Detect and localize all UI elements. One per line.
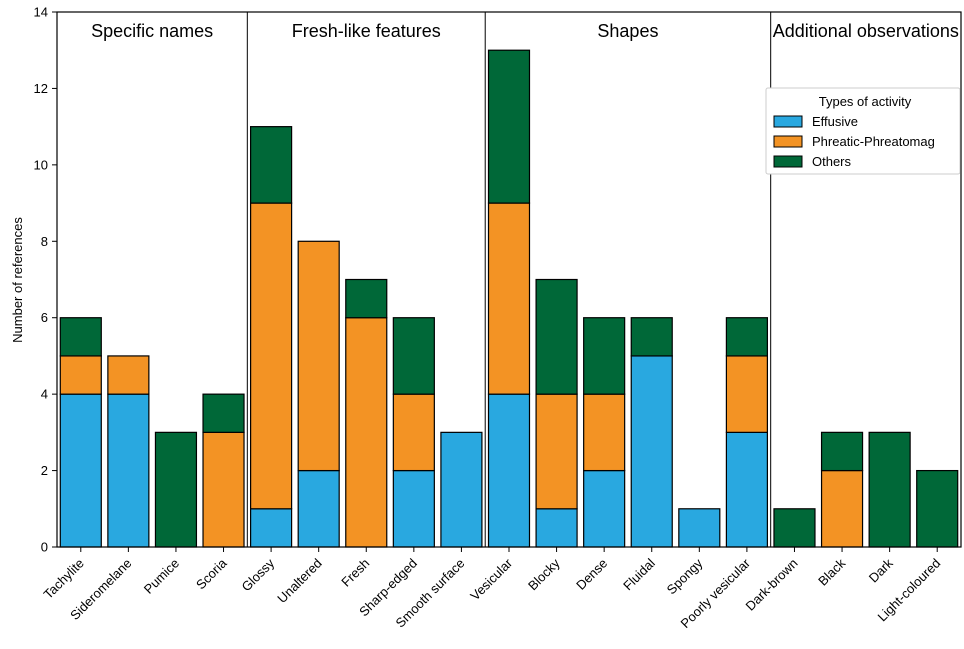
legend-box	[765, 87, 961, 175]
bar-segment	[725, 431, 768, 548]
bar-segment	[59, 393, 102, 548]
y-tick-label: 12	[34, 81, 48, 96]
section-title: Additional observations	[773, 21, 959, 41]
x-tick-label: Spongy	[664, 555, 706, 597]
y-tick-label: 14	[34, 5, 48, 20]
x-tick-label: Glossy	[239, 555, 278, 594]
bar-segment	[630, 355, 673, 548]
x-tick-label: Dark-brown	[742, 556, 800, 614]
bar-segment	[107, 393, 150, 548]
bar-segment	[59, 317, 102, 357]
section-title: Fresh-like features	[292, 21, 441, 41]
legend-swatch	[773, 135, 803, 148]
x-tick-label: Dense	[573, 556, 610, 593]
bar-segment	[392, 469, 435, 548]
legend-swatch	[773, 115, 803, 128]
bar-segment	[250, 508, 293, 548]
bar-segment	[820, 431, 864, 472]
x-tick-label: Dark	[866, 555, 896, 585]
x-tick-label: Tachylite	[41, 556, 87, 602]
bar-segment	[392, 393, 435, 472]
section-title: Shapes	[597, 21, 658, 41]
bar-segment	[535, 278, 578, 395]
bar-segment	[345, 317, 388, 548]
bar-segment	[535, 393, 578, 510]
x-tick-label: Scoria	[193, 555, 230, 592]
y-tick-label: 10	[34, 157, 48, 172]
x-tick-label: Pumice	[141, 556, 182, 597]
x-tick-label: Black	[815, 555, 848, 588]
bar-segment	[725, 317, 768, 357]
legend: Types of activity Effusive Phreatic-Phreat…	[765, 87, 961, 175]
bar-segment	[392, 317, 435, 395]
y-tick-label: 2	[41, 463, 48, 478]
section-title: Specific names	[91, 21, 213, 41]
x-tick-label: Blocky	[525, 555, 563, 593]
y-tick-label: 6	[41, 310, 48, 325]
x-tick-label: Fresh	[338, 556, 372, 590]
bar-segment	[583, 317, 626, 395]
bar-segment	[773, 508, 816, 548]
x-tick-label: Vesicular	[467, 555, 515, 603]
bar-segment	[250, 202, 293, 510]
bar-segment	[583, 469, 626, 548]
bar-segment	[583, 393, 626, 472]
x-tick-label: Unaltered	[274, 556, 324, 606]
bar-segment	[535, 508, 578, 548]
y-tick-label: 4	[41, 387, 48, 402]
bar-segment	[725, 355, 768, 433]
bar-segment	[297, 469, 340, 548]
bar-segment	[868, 431, 911, 548]
legend-swatch	[773, 155, 803, 168]
section-titles: Specific names Fresh-like features Shapes A…	[91, 21, 959, 41]
bar-segment	[59, 355, 102, 395]
y-axis-label: Number of references	[10, 217, 25, 343]
bar-segment	[154, 431, 198, 548]
bar-segment	[487, 393, 531, 548]
x-tick-label: Fluidal	[620, 555, 658, 593]
bar-segment	[202, 431, 245, 548]
bar-segment	[630, 317, 673, 357]
bar-segment	[440, 431, 483, 548]
y-tick-label: 0	[41, 540, 48, 555]
legend-title: Types of activity	[819, 94, 912, 109]
bar-segment	[297, 240, 340, 472]
bar-segment	[250, 126, 293, 204]
bar-segment	[678, 508, 721, 548]
bar-segment	[487, 49, 531, 204]
legend-label: Others	[812, 154, 852, 169]
bar-segment	[107, 355, 150, 395]
legend-label: Phreatic-Phreatomag	[812, 134, 935, 149]
bars	[59, 49, 959, 548]
bar-segment	[820, 469, 864, 548]
y-tick-label: 8	[41, 234, 48, 249]
bar-segment	[202, 393, 245, 433]
bar-segment	[487, 202, 531, 395]
legend-label: Effusive	[812, 114, 858, 129]
bar-segment	[345, 278, 388, 319]
bar-segment	[916, 469, 959, 548]
